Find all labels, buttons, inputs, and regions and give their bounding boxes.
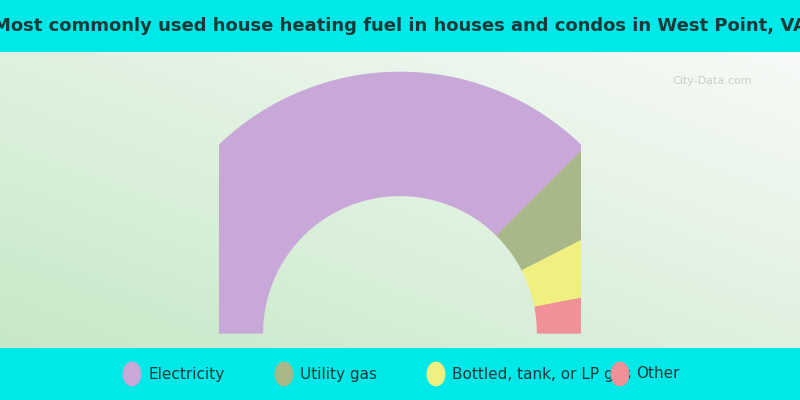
Polygon shape [139,72,584,333]
Ellipse shape [427,362,445,386]
Ellipse shape [123,362,141,386]
Text: Utility gas: Utility gas [300,366,377,382]
Text: Other: Other [636,366,679,382]
Text: Bottled, tank, or LP gas: Bottled, tank, or LP gas [452,366,631,382]
Text: Electricity: Electricity [148,366,224,382]
Text: City-Data.com: City-Data.com [672,76,752,86]
Polygon shape [535,284,661,333]
Text: Most commonly used house heating fuel in houses and condos in West Point, VA: Most commonly used house heating fuel in… [0,17,800,35]
Polygon shape [498,149,632,270]
Polygon shape [522,215,656,307]
Ellipse shape [275,362,293,386]
Ellipse shape [611,362,629,386]
